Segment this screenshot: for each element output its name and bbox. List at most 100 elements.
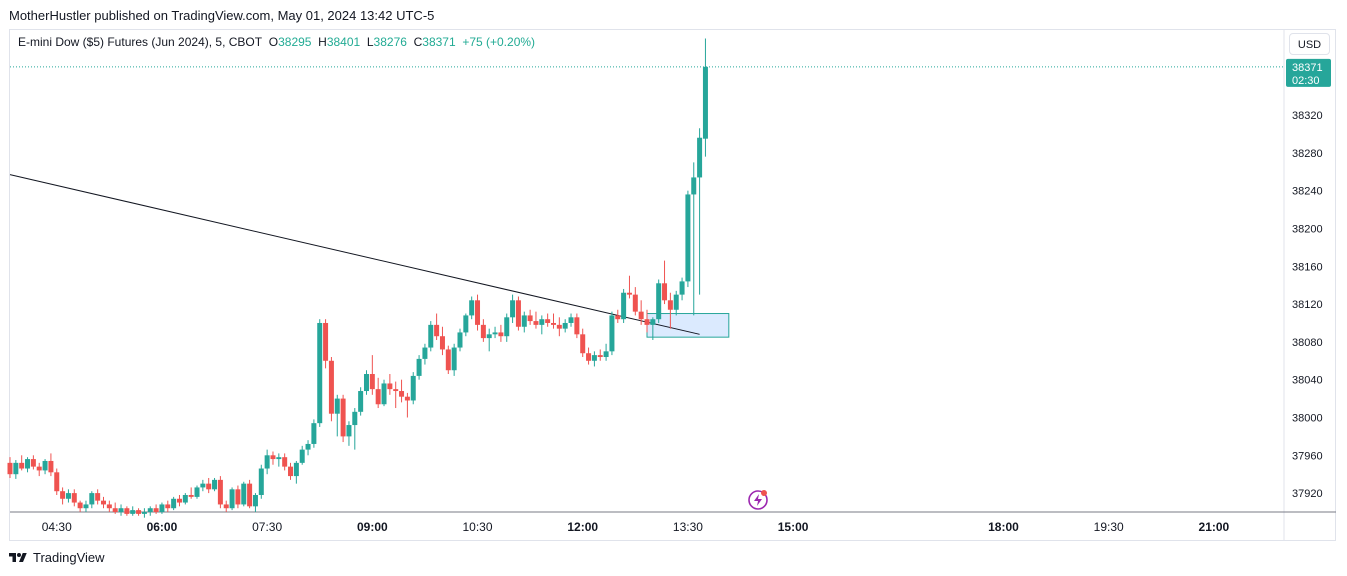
candle-body — [673, 294, 679, 310]
candle-body — [626, 292, 632, 295]
candle-body — [702, 66, 708, 139]
candle-body — [451, 347, 457, 371]
candle-body — [71, 493, 77, 503]
candle-body — [206, 483, 212, 490]
candle-body — [60, 491, 66, 499]
candle-body — [136, 510, 142, 514]
candle-body — [141, 512, 147, 514]
candle-body — [340, 398, 346, 437]
candle-body — [247, 483, 253, 507]
price-tick-label: 38280 — [1292, 148, 1323, 160]
candle-body — [194, 487, 200, 497]
candle-body — [568, 317, 574, 323]
price-tick-label: 38120 — [1292, 299, 1323, 311]
flash-event-icon[interactable] — [748, 490, 768, 510]
candle-body — [317, 322, 323, 424]
candle-body — [328, 360, 334, 414]
close-label: C — [413, 35, 423, 49]
candle-body — [7, 462, 13, 475]
candle-body — [323, 322, 329, 361]
time-tick-label: 12:00 — [567, 520, 598, 534]
ohlc-legend: E-mini Dow ($5) Futures (Jun 2024), 5, C… — [18, 35, 535, 49]
candle-body — [241, 483, 247, 505]
candle-body — [153, 508, 159, 512]
candle-body — [533, 321, 539, 325]
open-label: O — [268, 35, 279, 49]
candle-body — [252, 494, 258, 507]
candle-body — [644, 319, 650, 325]
candle-body — [346, 425, 352, 437]
candle-body — [276, 457, 282, 460]
footer-brand-text: TradingView — [33, 550, 105, 565]
candle-body — [410, 375, 416, 401]
candle-body — [305, 443, 311, 450]
candle-body — [656, 283, 662, 320]
candle-body — [586, 353, 592, 361]
time-tick-label: 13:30 — [673, 520, 703, 534]
candle-body — [288, 466, 294, 477]
candle-body — [475, 300, 481, 325]
time-tick-label: 10:30 — [463, 520, 493, 534]
candle-body — [381, 383, 387, 405]
candle-body — [369, 374, 375, 390]
candle-body — [603, 351, 609, 358]
currency-button[interactable]: USD — [1289, 33, 1330, 55]
candle-body — [159, 504, 165, 512]
candle-body — [685, 194, 691, 282]
candle-body — [679, 281, 685, 295]
candle-body — [562, 322, 568, 329]
candle-body — [404, 396, 410, 401]
candle-body — [492, 332, 498, 335]
candle-body — [580, 334, 586, 354]
candle-body — [19, 462, 25, 469]
price-tick-label: 37920 — [1292, 488, 1323, 500]
candle-body — [101, 500, 107, 505]
price-tick-label: 37960 — [1292, 450, 1323, 462]
candle-body — [200, 483, 206, 488]
candle-body — [621, 292, 627, 320]
candle-body — [434, 324, 440, 337]
candle-body — [545, 319, 551, 323]
candle-body — [48, 460, 54, 473]
candle-body — [521, 315, 527, 327]
candle-body — [77, 502, 83, 509]
candle-body — [556, 324, 562, 329]
candle-body — [393, 389, 399, 392]
symbol-label[interactable]: E-mini Dow ($5) Futures (Jun 2024), 5, C… — [18, 35, 263, 49]
candle-body — [352, 411, 358, 426]
candle-body — [176, 498, 182, 503]
candle-body — [439, 336, 445, 350]
candle-body — [112, 508, 118, 512]
candle-body — [217, 479, 223, 505]
candle-body — [130, 510, 136, 514]
candle-body — [428, 324, 434, 348]
price-tick-label: 38320 — [1292, 110, 1323, 122]
candle-body — [504, 317, 510, 337]
price-tick-label: 38240 — [1292, 186, 1323, 198]
candle-body — [539, 319, 545, 325]
candle-body — [235, 489, 241, 505]
price-tick-label: 38200 — [1292, 223, 1323, 235]
candle-body — [591, 355, 597, 361]
footer-brand[interactable]: TradingView — [9, 550, 105, 565]
candle-body — [124, 508, 130, 514]
candle-body — [223, 504, 229, 509]
candle-body — [270, 455, 276, 460]
candle-body — [463, 315, 469, 333]
open-value: 38295 — [278, 35, 312, 49]
candle-body — [667, 300, 673, 310]
candle-body — [282, 457, 288, 467]
time-tick-label: 19:30 — [1094, 520, 1124, 534]
candle-body — [574, 317, 580, 335]
candle-body — [375, 389, 381, 405]
candle-body — [358, 391, 364, 412]
time-tick-label: 04:30 — [42, 520, 72, 534]
candle-body — [609, 315, 615, 352]
candle-body — [212, 479, 218, 490]
candle-body — [550, 322, 556, 325]
candle-body — [445, 349, 451, 371]
low-value: 38276 — [373, 35, 407, 49]
candle-body — [54, 472, 60, 492]
